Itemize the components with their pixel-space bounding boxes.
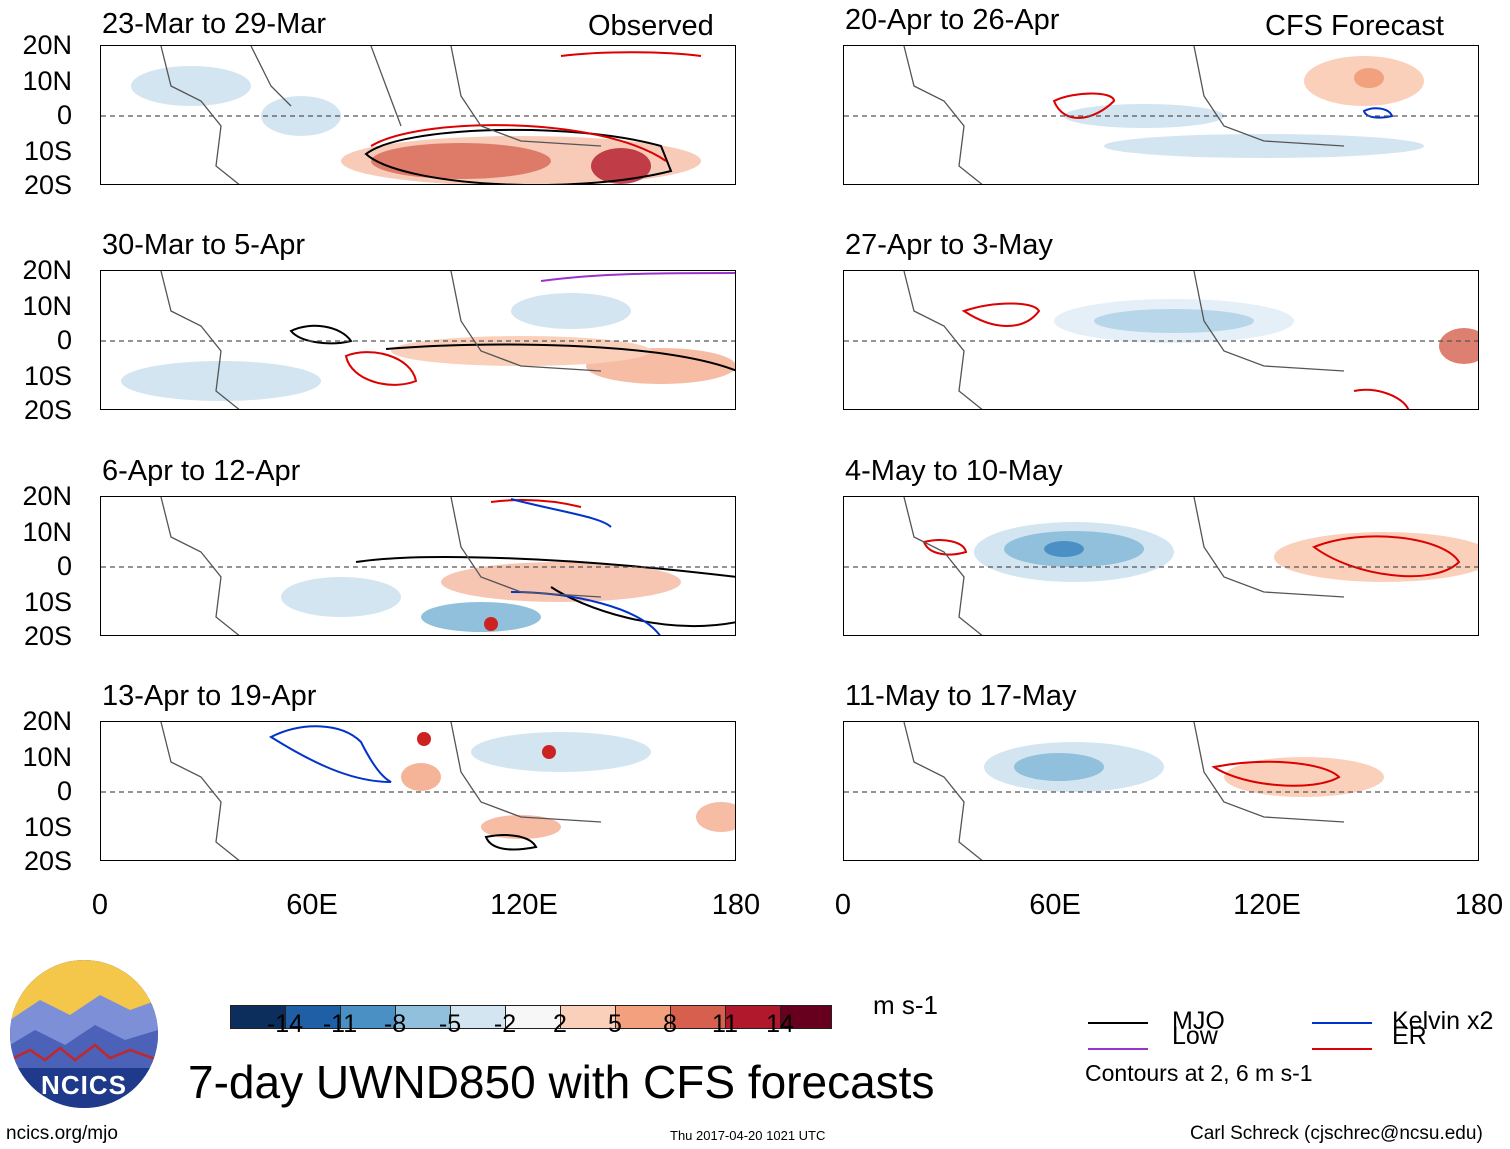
colorbar-swatch bbox=[670, 1005, 726, 1029]
lon-0-right: 0 bbox=[834, 889, 852, 921]
colorbar-swatch bbox=[725, 1005, 781, 1029]
lat-20n: 20N bbox=[22, 706, 72, 736]
lon-60e-left: 60E bbox=[286, 889, 338, 921]
colorbar-tick: -11 bbox=[322, 1010, 358, 1038]
lat-0: 0 bbox=[56, 551, 72, 581]
map-panel-fcst-1 bbox=[843, 45, 1479, 185]
lat-10s: 10S bbox=[23, 136, 72, 166]
panel-title-obs-4: 13-Apr to 19-Apr bbox=[102, 680, 317, 712]
lat-20s: 20S bbox=[23, 395, 72, 425]
colorbar-swatch bbox=[450, 1005, 506, 1029]
figure-title: 7-day UWND850 with CFS forecasts bbox=[188, 1056, 935, 1108]
colorbar-unit: m s-1 bbox=[873, 990, 938, 1020]
lat-10n: 10N bbox=[22, 66, 72, 96]
colorbar-swatch bbox=[560, 1005, 616, 1029]
colorbar-tick: 2 bbox=[553, 1010, 567, 1038]
footer-url[interactable]: ncics.org/mjo bbox=[6, 1123, 118, 1144]
map-panel-fcst-2 bbox=[843, 270, 1479, 410]
lat-10n: 10N bbox=[22, 291, 72, 321]
map-panel-obs-2 bbox=[100, 270, 736, 410]
footer-timestamp: Thu 2017-04-20 1021 UTC bbox=[670, 1128, 826, 1143]
colorbar-tick: 14 bbox=[766, 1010, 794, 1038]
cfs-forecast-label: CFS Forecast bbox=[1265, 10, 1444, 42]
legend-line-mjo bbox=[1088, 1022, 1148, 1024]
legend-line-er bbox=[1312, 1048, 1372, 1050]
map-panel-obs-4 bbox=[100, 721, 736, 861]
panel-title-obs-1: 23-Mar to 29-Mar bbox=[102, 8, 327, 40]
lon-120e-left: 120E bbox=[490, 889, 558, 921]
lat-20s: 20S bbox=[23, 846, 72, 876]
colorbar-swatch bbox=[340, 1005, 396, 1029]
panel-title-fcst-1: 20-Apr to 26-Apr bbox=[845, 4, 1060, 36]
legend-contour-note: Contours at 2, 6 m s-1 bbox=[1085, 1060, 1313, 1086]
colorbar-swatch bbox=[780, 1005, 832, 1029]
lat-10s: 10S bbox=[23, 812, 72, 842]
colorbar-swatch bbox=[505, 1005, 561, 1029]
lat-20n: 20N bbox=[22, 255, 72, 285]
map-panel-fcst-3 bbox=[843, 496, 1479, 636]
footer-author: Carl Schreck (cjschrec@ncsu.edu) bbox=[1190, 1123, 1483, 1144]
lon-180-left: 180 bbox=[711, 889, 761, 921]
panel-title-obs-2: 30-Mar to 5-Apr bbox=[102, 229, 306, 261]
colorbar-tick: -5 bbox=[438, 1010, 462, 1038]
lat-0: 0 bbox=[56, 325, 72, 355]
colorbar-tick: 11 bbox=[712, 1010, 738, 1038]
lon-60e-right: 60E bbox=[1029, 889, 1081, 921]
colorbar-tick: -8 bbox=[383, 1010, 407, 1038]
colorbar-tick: 8 bbox=[663, 1010, 677, 1038]
legend-label-er: ER bbox=[1392, 1022, 1427, 1050]
panel-title-obs-3: 6-Apr to 12-Apr bbox=[102, 455, 301, 487]
colorbar-swatch bbox=[395, 1005, 451, 1029]
legend-line-kelvin bbox=[1312, 1022, 1372, 1024]
ncics-logo: NCICS bbox=[10, 960, 158, 1108]
panel-title-fcst-4: 11-May to 17-May bbox=[845, 680, 1077, 712]
lat-20n: 20N bbox=[22, 481, 72, 511]
lat-10s: 10S bbox=[23, 587, 72, 617]
lat-10s: 10S bbox=[23, 361, 72, 391]
map-panel-obs-3 bbox=[100, 496, 736, 636]
lon-120e-right: 120E bbox=[1233, 889, 1301, 921]
lon-0-left: 0 bbox=[91, 889, 109, 921]
lat-0: 0 bbox=[56, 100, 72, 130]
map-panel-obs-1 bbox=[100, 45, 736, 185]
lon-180-right: 180 bbox=[1454, 889, 1504, 921]
lat-0: 0 bbox=[56, 776, 72, 806]
lat-10n: 10N bbox=[22, 517, 72, 547]
map-panel-fcst-4 bbox=[843, 721, 1479, 861]
colorbar-tick: -2 bbox=[493, 1010, 517, 1038]
legend-label-mjo: MJO bbox=[1172, 1007, 1225, 1035]
colorbar-swatch bbox=[285, 1005, 341, 1029]
observed-label: Observed bbox=[588, 10, 714, 42]
ncics-logo-text: NCICS bbox=[41, 1070, 127, 1100]
legend-label-kelvin: Kelvin x2 bbox=[1392, 1007, 1494, 1035]
colorbar-swatch bbox=[230, 1005, 286, 1029]
lat-20s: 20S bbox=[23, 170, 72, 200]
legend-label-low: Low bbox=[1172, 1022, 1218, 1050]
panel-title-fcst-3: 4-May to 10-May bbox=[845, 455, 1063, 487]
lat-20n: 20N bbox=[22, 30, 72, 60]
lat-20s: 20S bbox=[23, 621, 72, 651]
panel-title-fcst-2: 27-Apr to 3-May bbox=[845, 229, 1053, 261]
lat-10n: 10N bbox=[22, 742, 72, 772]
colorbar-tick: 5 bbox=[608, 1010, 622, 1038]
legend-line-low bbox=[1088, 1048, 1148, 1050]
colorbar-tick: -14 bbox=[266, 1010, 304, 1038]
